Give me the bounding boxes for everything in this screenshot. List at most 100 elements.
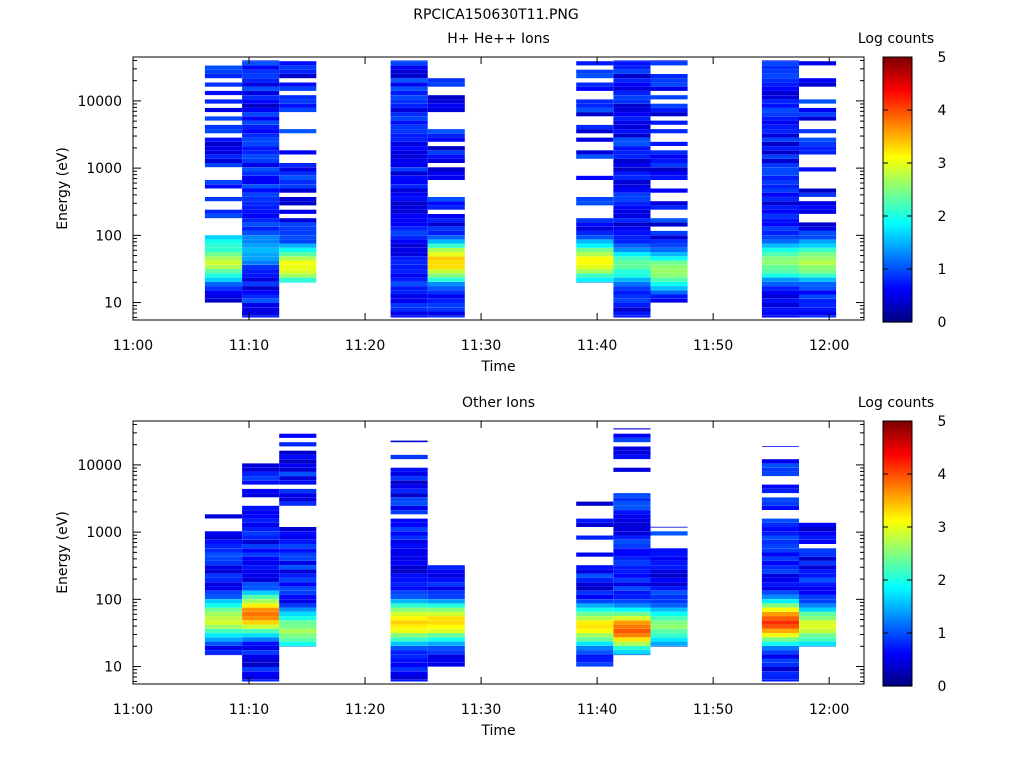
heatmap-cell — [242, 197, 280, 202]
heatmap-cell — [390, 307, 428, 312]
heatmap-cell — [761, 594, 799, 600]
heatmap-cell — [799, 578, 837, 583]
heatmap-cell — [613, 628, 651, 634]
heatmap-cell — [204, 628, 242, 634]
heatmap-cell — [390, 226, 428, 231]
heatmap-cell — [390, 586, 428, 591]
heatmap-cell — [242, 594, 280, 600]
colorbar-segment — [883, 181, 912, 185]
heatmap-cell — [799, 82, 837, 87]
colorbar-segment — [883, 144, 912, 148]
heatmap-cell — [613, 624, 651, 629]
colorbar-segment — [883, 550, 912, 555]
heatmap-cell — [613, 90, 651, 96]
heatmap-cell — [761, 641, 799, 646]
heatmap-cell — [242, 539, 280, 544]
colorbar-segment — [883, 59, 912, 63]
colorbar-segment — [883, 580, 912, 584]
heatmap-cell — [279, 74, 317, 79]
heatmap-cell — [613, 565, 651, 570]
heatmap-cell — [279, 480, 317, 485]
heatmap-cell — [761, 679, 799, 682]
heatmap-cell — [390, 192, 428, 197]
heatmap-cell — [242, 124, 280, 130]
colorbar-segment — [883, 282, 912, 286]
heatmap-cell — [390, 311, 428, 316]
colorbar-segment — [883, 213, 912, 217]
heatmap-cell — [613, 120, 651, 125]
heatmap-cell — [650, 561, 688, 566]
heatmap-cell — [761, 188, 799, 193]
colorbar-segment — [883, 606, 912, 610]
heatmap-cell — [204, 535, 242, 540]
heatmap-cell — [613, 298, 651, 303]
heatmap-cell — [650, 120, 688, 125]
heatmap-cell — [613, 214, 651, 219]
heatmap-cell — [204, 260, 242, 265]
heatmap-cell — [242, 129, 280, 134]
heatmap-cell — [242, 103, 280, 108]
heatmap-cell — [761, 582, 799, 587]
heatmap-cell — [242, 633, 280, 638]
heatmap-cell — [576, 256, 614, 261]
colorbar-tick-label: 4 — [938, 467, 947, 483]
heatmap-cell — [204, 633, 242, 638]
heatmap-cell — [761, 501, 799, 506]
heatmap-cell — [427, 260, 465, 265]
heatmap-cell — [279, 633, 317, 638]
colorbar-segment — [883, 218, 912, 222]
heatmap-cell — [242, 315, 280, 318]
y-axis-label: Energy (eV) — [55, 511, 71, 594]
heatmap-cell — [390, 493, 428, 498]
heatmap-cell — [799, 252, 837, 257]
heatmap-cell — [576, 281, 614, 283]
colorbar-segment — [883, 271, 912, 275]
colorbar-segment — [883, 139, 912, 143]
heatmap-cell — [761, 137, 799, 142]
colorbar-segment — [883, 78, 912, 82]
heatmap-cell — [650, 150, 688, 155]
colorbar-segment — [883, 107, 912, 111]
colorbar-segment — [883, 421, 912, 425]
heatmap-cell — [650, 628, 688, 634]
heatmap-cell — [761, 590, 799, 595]
heatmap-cell — [799, 230, 837, 236]
colorbar-segment — [883, 664, 912, 669]
heatmap-cell — [427, 616, 465, 621]
heatmap-cell — [279, 167, 317, 172]
heatmap-cell — [761, 535, 799, 540]
heatmap-cell — [761, 446, 799, 447]
heatmap-cell — [427, 315, 465, 318]
heatmap-cell — [761, 637, 799, 642]
colorbar-segment — [883, 242, 912, 246]
heatmap-cell — [799, 290, 837, 295]
heatmap-cell — [242, 264, 280, 270]
heatmap-cell — [576, 175, 614, 180]
heatmap-cell — [279, 171, 317, 176]
heatmap-cell — [279, 624, 317, 629]
heatmap-cell — [761, 650, 799, 655]
heatmap-cell — [761, 307, 799, 312]
heatmap-cell — [761, 218, 799, 223]
heatmap-cell — [390, 247, 428, 253]
heatmap-cell — [242, 256, 280, 261]
heatmap-cell — [613, 112, 651, 117]
x-axis-label: Time — [480, 723, 515, 739]
colorbar-segment — [883, 468, 912, 472]
heatmap-cell — [242, 74, 280, 79]
heatmap-cell — [427, 311, 465, 316]
colorbar-segment — [883, 638, 912, 642]
colorbar-segment — [883, 123, 912, 127]
heatmap-cell — [761, 273, 799, 278]
heatmap-cell — [390, 675, 428, 680]
colorbar-segment — [883, 263, 912, 267]
colorbar-segment — [883, 635, 912, 639]
heatmap-cell — [390, 662, 428, 667]
heatmap-cell — [390, 594, 428, 600]
heatmap-cell — [242, 552, 280, 557]
heatmap-cell — [279, 252, 317, 257]
heatmap-cell — [242, 163, 280, 168]
colorbar-segment — [883, 436, 912, 441]
heatmap-cell — [242, 586, 280, 591]
x-tick-label: 11:40 — [577, 702, 617, 718]
